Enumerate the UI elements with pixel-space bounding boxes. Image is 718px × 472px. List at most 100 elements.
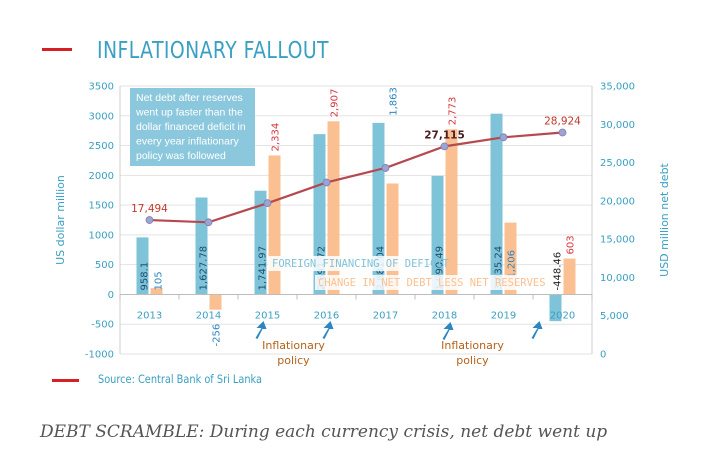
y2-tick-label: 15,000 <box>600 235 635 246</box>
bar-change-net-debt <box>445 129 458 295</box>
x-tick-label: 2017 <box>373 310 398 321</box>
legend: FOREIGN FINANCING OF DEFICIT CHANGE IN NE… <box>268 256 546 290</box>
x-tick-label: 2018 <box>432 310 457 321</box>
y-tick-label: 3000 <box>89 111 114 122</box>
policy-arrows: Inflationary policy Inflationary policy <box>255 321 543 367</box>
net-debt-label: 27,115 <box>424 129 465 141</box>
y2-tick-label: 35,000 <box>600 82 635 93</box>
title-accent-dash <box>42 48 72 51</box>
annotation-box: Net debt after reserves went up faster th… <box>130 88 255 166</box>
bar-data-label: 1,863 <box>389 87 400 116</box>
legend-bg-2 <box>315 275 530 290</box>
x-tick-label: 2019 <box>491 310 516 321</box>
bar-data-label: 2,907 <box>330 89 341 118</box>
policy-arrow-icon <box>322 321 334 339</box>
legend-bg-1 <box>268 256 428 271</box>
inflationary-policy-label: Inflationary <box>262 339 325 352</box>
bar-foreign-financing <box>549 294 562 322</box>
net-debt-point <box>263 199 272 208</box>
y-tick-label: 500 <box>95 260 114 271</box>
x-tick-label: 2013 <box>137 310 162 321</box>
bar-foreign-financing <box>136 237 149 295</box>
y2-tick-label: 30,000 <box>600 120 635 131</box>
legend-change-net-debt: CHANGE IN NET DEBT LESS NET RESERVES <box>318 277 546 289</box>
x-tick-label: 2020 <box>550 310 575 321</box>
chart-canvas: Net debt after reserves went up faster th… <box>54 82 671 368</box>
bar-data-label: 603 <box>566 235 577 254</box>
net-debt-point <box>499 133 508 142</box>
bar-change-net-debt <box>209 294 222 310</box>
x-tick-label: 2016 <box>314 310 339 321</box>
net-debt-point <box>204 218 213 227</box>
net-debt-point <box>381 164 390 172</box>
arrow-shape <box>255 321 267 339</box>
arrow-shape <box>531 321 543 339</box>
net-debt-point <box>440 142 449 151</box>
net-debt-line: 17,494 27,115 28,924 <box>131 116 581 227</box>
y2-axis-title: USD million net debt <box>658 162 671 276</box>
bar-data-label: -448.46 <box>553 252 564 291</box>
bar-data-label: -256 <box>212 324 223 347</box>
net-debt-point <box>322 178 331 187</box>
policy-arrow-icon <box>442 322 454 340</box>
inflationary-policy-label: policy <box>456 354 489 367</box>
legend-foreign-financing: FOREIGN FINANCING OF DEFICIT <box>272 258 450 270</box>
x-tick-label: 2015 <box>255 310 280 321</box>
y-axis-title: US dollar million <box>54 175 67 265</box>
arrow-shape <box>442 322 454 340</box>
y2-tick-label: 5,000 <box>600 311 629 322</box>
inflationary-policy-label: policy <box>277 354 310 367</box>
bar-data-label: 1,990.49 <box>435 246 446 291</box>
bar-change-net-debt <box>150 288 163 295</box>
net-debt-label: 17,494 <box>131 203 168 215</box>
source-note: Source: Central Bank of Sri Lanka <box>98 372 263 386</box>
annotation-line: every year inflationary <box>136 136 239 148</box>
y-tick-label: 1500 <box>89 201 114 212</box>
annotation-background <box>130 88 255 166</box>
bar-data-label: 2,773 <box>448 97 459 126</box>
net-debt-label: 28,924 <box>544 116 581 128</box>
y-tick-label: 1000 <box>89 230 114 241</box>
bar-change-net-debt <box>268 155 281 295</box>
bar-change-net-debt <box>327 121 340 295</box>
bar-foreign-financing <box>254 190 267 295</box>
y-tick-label: 3500 <box>89 82 114 93</box>
y-tick-label: -500 <box>91 320 114 331</box>
net-debt-point <box>558 128 567 137</box>
bar-foreign-financing <box>372 122 385 295</box>
y-tick-label: -1000 <box>85 350 114 361</box>
y-tick-label: 0 <box>108 290 114 301</box>
source-accent-dash <box>52 379 79 382</box>
net-debt-polyline <box>149 131 563 224</box>
net-debt-point <box>145 216 154 224</box>
y2-tick-label: 10,000 <box>600 273 635 284</box>
caption: DEBT SCRAMBLE: During each currency cris… <box>40 422 608 442</box>
inflationary-policy-label: Inflationary <box>441 339 504 352</box>
x-tick-label: 2014 <box>196 310 221 321</box>
bar-data-label: 1,741.97 <box>258 246 269 291</box>
bar-data-label: 2,334 <box>271 123 282 152</box>
chart-title: INFLATIONARY FALLOUT <box>97 38 329 64</box>
bar-change-net-debt <box>563 258 576 295</box>
y-tick-label: 2500 <box>89 141 114 152</box>
annotation-line: policy was followed <box>136 150 226 162</box>
bar-data-label: 3,035.24 <box>494 246 505 291</box>
bar-foreign-financing <box>490 113 503 295</box>
y2-tick-label: 25,000 <box>600 158 635 169</box>
policy-arrow-icon <box>531 321 543 339</box>
annotation-line: went up faster than the <box>135 107 243 119</box>
y-tick-label: 2000 <box>89 171 114 182</box>
bar-data-label: 958.1 <box>140 262 151 291</box>
arrow-shape <box>322 321 334 339</box>
bar-data-label: 1,627.78 <box>199 246 210 291</box>
bar-foreign-financing <box>431 175 444 295</box>
y2-tick-label: 0 <box>600 350 606 361</box>
annotation-line: dollar financed deficit in <box>136 121 246 133</box>
bar-foreign-financing <box>313 134 326 295</box>
bar-data-label: 1,206 <box>507 250 518 279</box>
axes: -1000 -500 0 500 1000 1500 2000 2500 3000 3500 0 5,… <box>54 82 671 361</box>
y2-tick-label: 20,000 <box>600 196 635 207</box>
annotation-line: Net debt after reserves <box>136 92 243 104</box>
bar-data-label: 105 <box>154 271 165 290</box>
policy-arrow-icon <box>255 321 267 339</box>
